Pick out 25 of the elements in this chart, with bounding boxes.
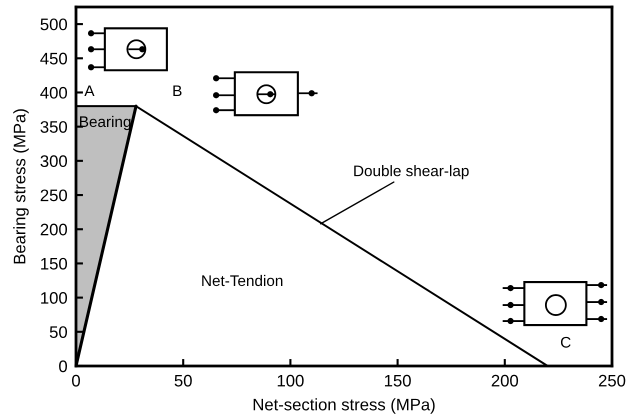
x-tick-label: 0 — [72, 374, 80, 387]
x-tick-label: 100 — [278, 374, 304, 387]
y-axis-title: Bearing stress (MPa) — [13, 109, 29, 264]
annotation: A — [84, 86, 94, 96]
y-tick-label: 450 — [40, 52, 68, 64]
x-tick-label: 150 — [384, 374, 411, 387]
annotation: Double shear-lap — [354, 165, 469, 180]
annotation: Bearing — [80, 116, 130, 130]
y-tick-label: 150 — [41, 258, 68, 270]
x-axis-title: Net-section stress (MPa) — [254, 398, 435, 414]
annotation: C — [560, 336, 571, 348]
y-tick-label: 500 — [40, 18, 68, 30]
y-tick-label: 250 — [40, 189, 68, 202]
y-tick-label: 300 — [40, 155, 68, 168]
y-tick-label: 100 — [41, 292, 68, 304]
x-tick-label: 200 — [492, 374, 518, 387]
y-tick-label: 0 — [59, 360, 68, 372]
x-tick-label: 50 — [174, 374, 192, 387]
y-tick-label: 200 — [40, 224, 68, 236]
y-tick-label: 50 — [50, 326, 68, 338]
annotation: B — [173, 86, 182, 96]
y-tick-label: 350 — [40, 121, 68, 133]
x-tick-label: 250 — [598, 374, 626, 387]
annotation: Net-Tendion — [202, 274, 282, 286]
y-tick-label: 400 — [40, 86, 68, 99]
